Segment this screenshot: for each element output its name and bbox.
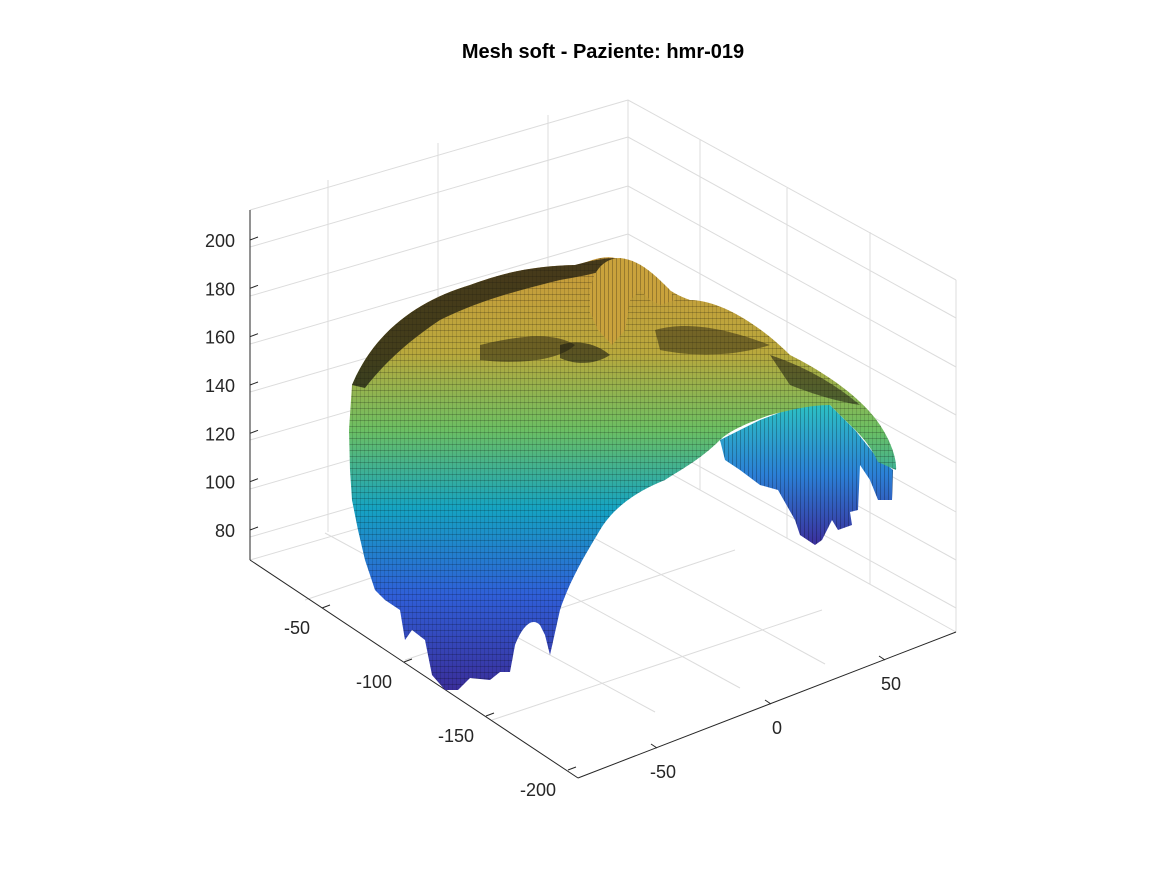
x-tick-label: -150	[438, 726, 474, 746]
z-tick-label: 100	[205, 473, 235, 493]
z-tick-label: 80	[215, 521, 235, 541]
z-tick-mark	[249, 429, 259, 434]
x-axis-line	[249, 559, 579, 779]
y-axis-line	[577, 631, 957, 779]
y-tick-label: 0	[772, 718, 782, 738]
surface-top-dark	[352, 258, 630, 388]
y-tick-label: -50	[650, 762, 676, 782]
z-tick-label: 140	[205, 376, 235, 396]
x-tick-label: -100	[356, 672, 392, 692]
y-tick-mark	[878, 655, 886, 661]
chart-title: Mesh soft - Paziente: hmr-019	[462, 41, 744, 63]
z-tick-label: 180	[205, 279, 235, 299]
y-tick-mark	[650, 743, 658, 749]
x-tick-label: -50	[284, 618, 310, 638]
x-tick-mark	[403, 658, 413, 663]
x-tick-mark	[567, 766, 577, 771]
z-tick-mark	[249, 236, 259, 241]
y-tick-label: 50	[881, 674, 901, 694]
z-tick-label: 160	[205, 328, 235, 348]
z-tick-mark	[249, 478, 259, 483]
x-tick-mark	[485, 712, 495, 717]
y-axis-ticks: -50 0 50	[650, 655, 901, 782]
z-tick-label: 200	[205, 231, 235, 251]
z-tick-mark	[249, 333, 259, 338]
x-axis-ticks: -200 -150 -100 -50	[284, 604, 577, 800]
x-tick-mark	[321, 604, 331, 609]
z-tick-mark	[249, 526, 259, 531]
z-tick-mark	[249, 284, 259, 289]
z-axis-ticks: 80 100 120 140 160 180 200	[205, 231, 259, 541]
surface-mesh	[349, 257, 897, 690]
z-tick-mark	[249, 381, 259, 386]
y-tick-mark	[764, 699, 772, 705]
z-tick-label: 120	[205, 424, 235, 444]
x-tick-label: -200	[520, 780, 556, 800]
